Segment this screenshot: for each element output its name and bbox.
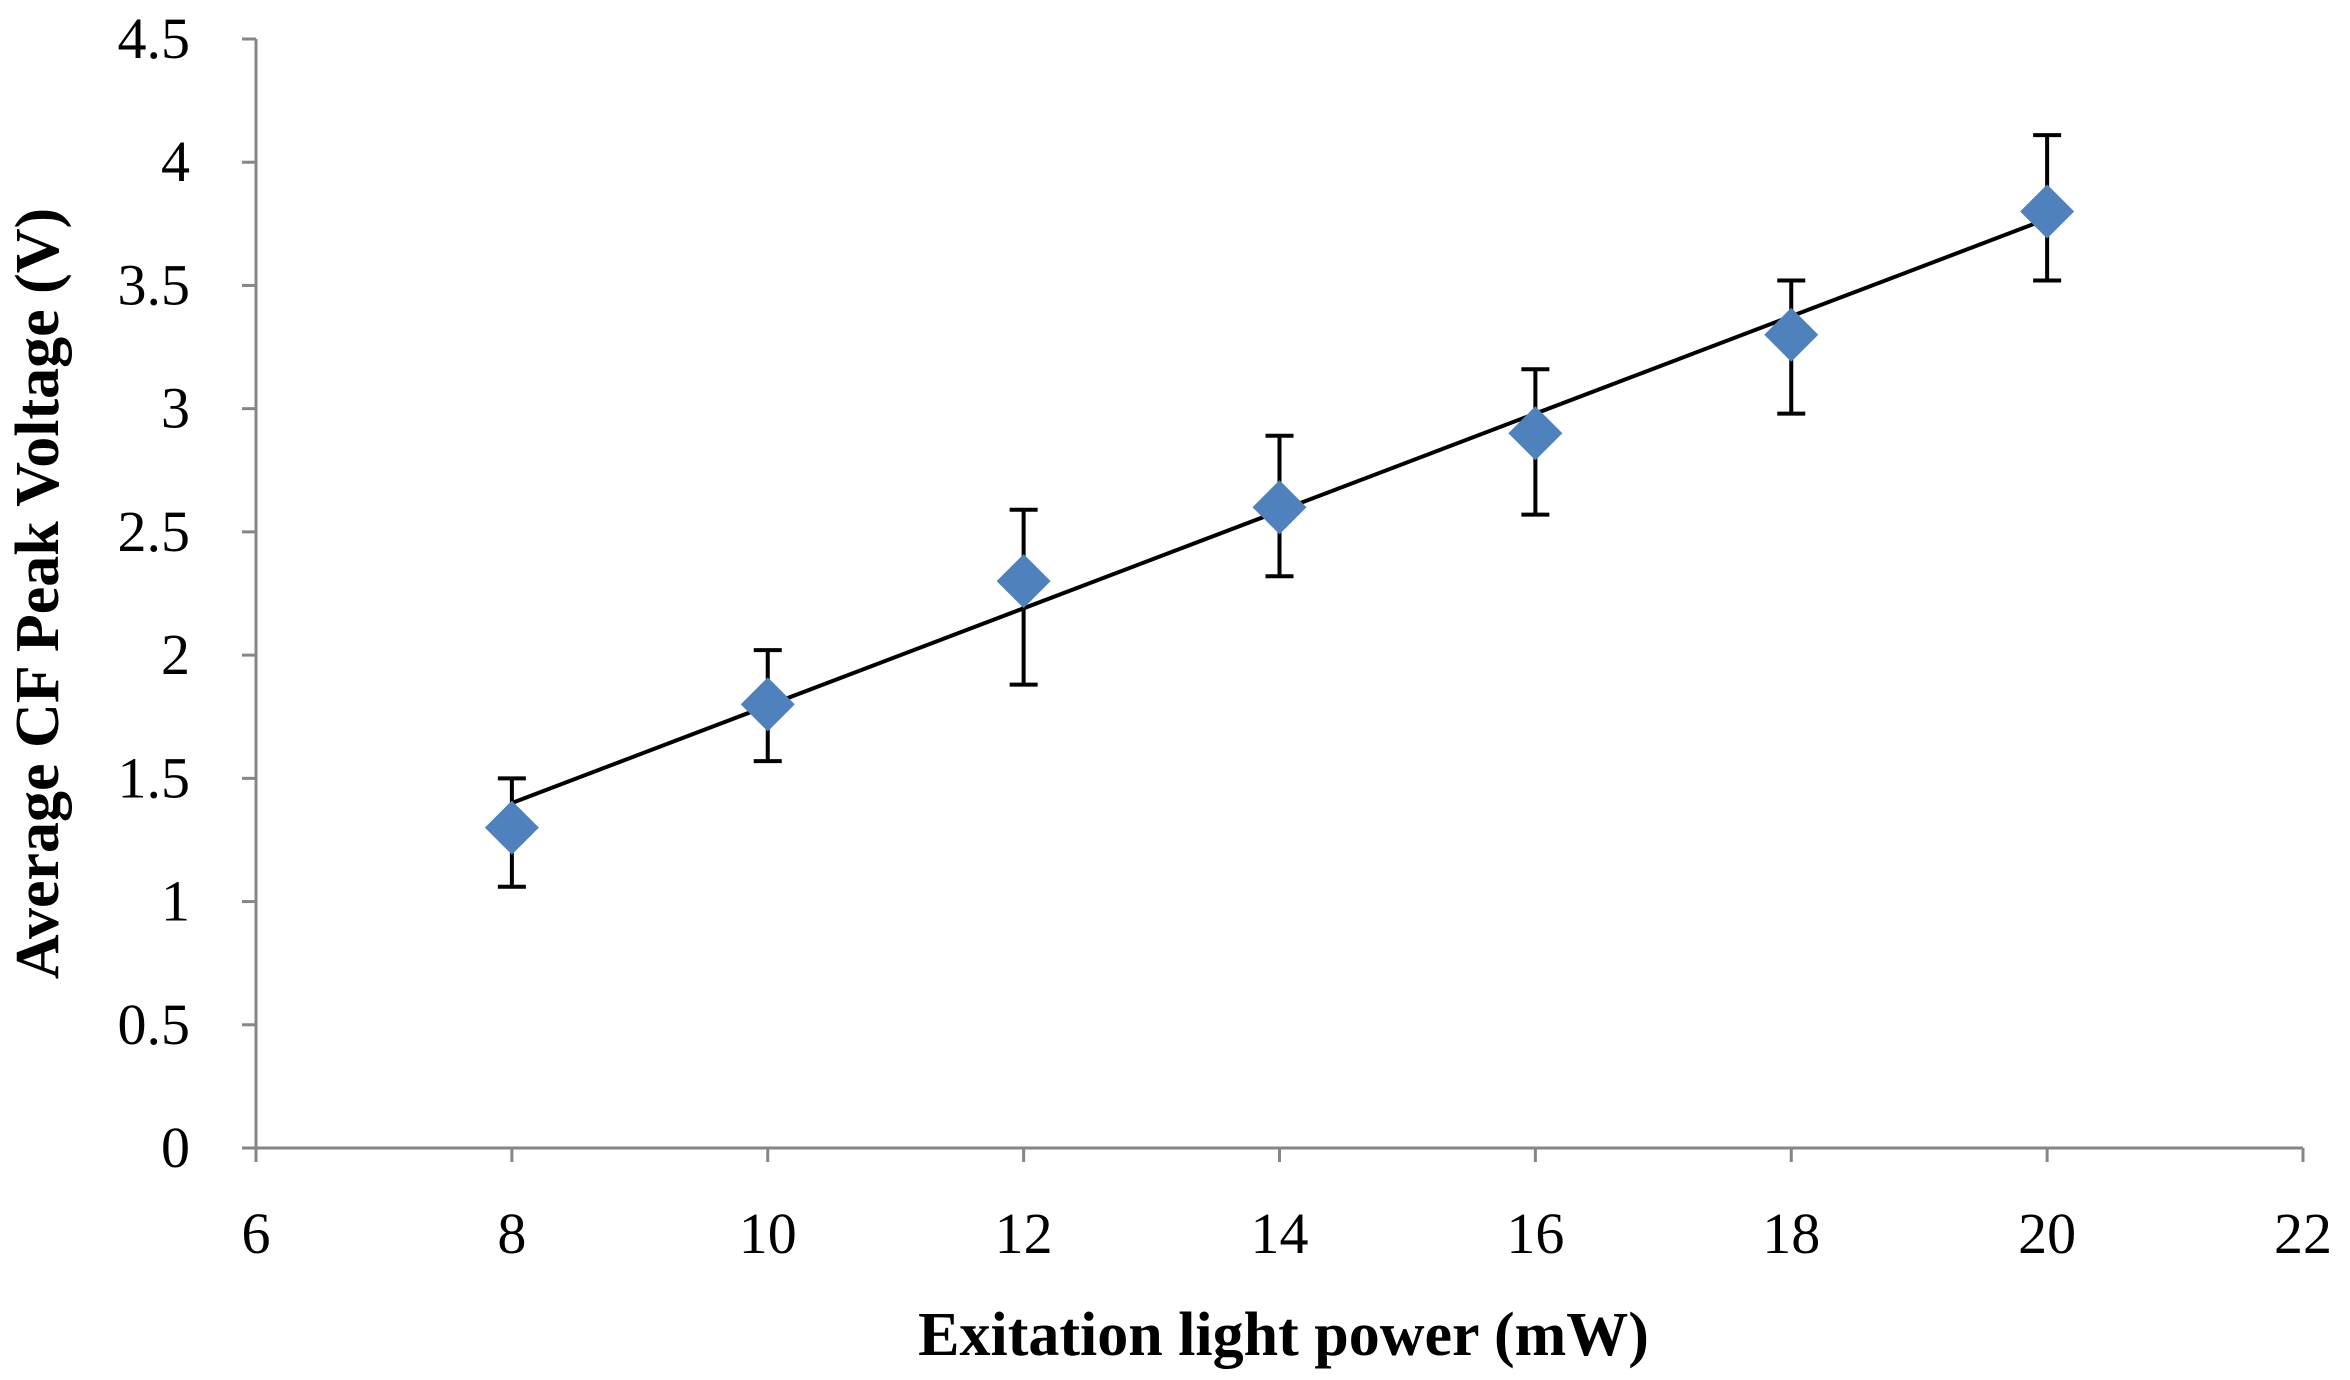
y-axis-title: Average CF Peak Voltage (V) — [4, 208, 72, 979]
data-point-diamond — [1252, 480, 1307, 535]
x-tick-label: 8 — [497, 1201, 526, 1266]
y-ticks: 0 0.5 1 1.5 2 2.5 3 3.5 4 4.5 — [118, 6, 256, 1180]
y-tick-label: 3 — [161, 376, 190, 441]
markers — [484, 184, 2075, 855]
data-point-diamond — [996, 554, 1051, 609]
axes: 0 0.5 1 1.5 2 2.5 3 3.5 4 4.5 6 8 10 12 14 16 18 20 22 — [118, 6, 2333, 1266]
y-tick-label: 4 — [161, 129, 190, 194]
x-tick-label: 12 — [995, 1201, 1053, 1266]
x-tick-label: 20 — [2018, 1201, 2076, 1266]
y-tick-label: 3.5 — [118, 252, 191, 317]
x-tick-label: 16 — [1506, 1201, 1564, 1266]
y-tick-label: 0 — [161, 1115, 190, 1180]
x-tick-label: 6 — [242, 1201, 271, 1266]
data-point-diamond — [1508, 406, 1563, 461]
x-ticks: 6 8 10 12 14 16 18 20 22 — [242, 1148, 2332, 1266]
x-axis-title: Exitation light power (mW) — [918, 1301, 1649, 1369]
data-point-diamond — [484, 800, 539, 855]
error-bars — [497, 133, 2062, 889]
y-tick-label: 0.5 — [118, 992, 191, 1057]
x-tick-label: 18 — [1762, 1201, 1820, 1266]
data-point-diamond — [1764, 307, 1819, 362]
y-tick-label: 1 — [161, 869, 190, 934]
x-tick-label: 22 — [2274, 1201, 2332, 1266]
x-tick-label: 14 — [1251, 1201, 1309, 1266]
y-tick-label: 1.5 — [118, 745, 191, 810]
data-point-diamond — [740, 677, 795, 732]
x-tick-label: 10 — [739, 1201, 797, 1266]
y-tick-label: 2.5 — [118, 499, 191, 564]
data-point-diamond — [2020, 184, 2075, 239]
y-tick-label: 2 — [161, 622, 190, 687]
y-tick-label: 4.5 — [118, 6, 191, 71]
